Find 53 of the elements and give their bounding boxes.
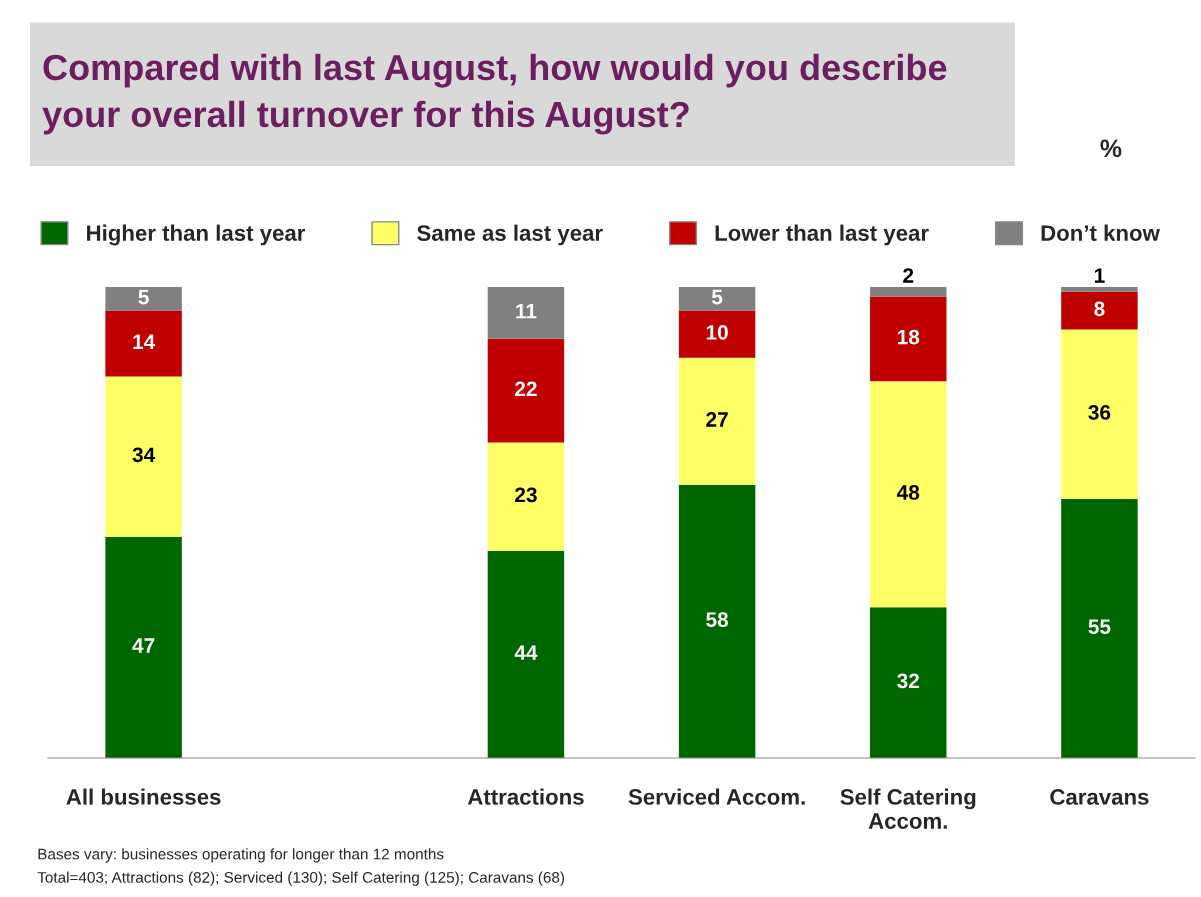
bar — [870, 287, 947, 297]
legend-label: Lower than last year — [715, 224, 929, 246]
bar — [1061, 498, 1138, 758]
legend-label: Don’t know — [1041, 224, 1160, 241]
x-tick-label: All businesses — [66, 788, 221, 805]
data-label: 36 — [1088, 405, 1111, 420]
bar — [678, 310, 756, 358]
data-label: 22 — [515, 381, 537, 397]
bar — [487, 550, 565, 758]
data-label: 11 — [516, 304, 537, 319]
x-tick-label: Serviced Accom. — [628, 788, 805, 805]
data-label: 27 — [706, 412, 728, 427]
data-label: 8 — [1094, 301, 1105, 317]
text: Total=403; Attractions (82); Serviced (130); Self Catering (125); Caravans (68) — [37, 871, 565, 886]
x-tick-label: Attractions — [467, 788, 584, 805]
bar — [1061, 291, 1138, 330]
bar — [487, 442, 565, 551]
data-label: 47 — [132, 638, 155, 653]
bar — [870, 296, 947, 382]
bar — [870, 607, 947, 758]
data-label: 23 — [515, 487, 537, 503]
x-tick-label: Self Catering Accom. — [840, 788, 976, 829]
bar — [678, 484, 756, 758]
data-label: 14 — [133, 334, 156, 349]
data-label: 34 — [132, 447, 156, 463]
data-label: 10 — [706, 324, 728, 340]
bar — [487, 287, 565, 339]
text: % — [1100, 139, 1122, 158]
chart-title: Compared with last August, how would you describe your overall turnover for this August? — [42, 53, 947, 135]
data-label: 1 — [1094, 268, 1105, 283]
data-label: 44 — [514, 645, 538, 660]
data-label: 18 — [897, 329, 920, 345]
data-label: 5 — [711, 289, 723, 305]
text: Bases vary: businesses operating for longer than 12 months — [38, 848, 444, 863]
bar — [1061, 329, 1138, 499]
bar — [105, 310, 182, 377]
bar — [487, 338, 565, 443]
legend-label: Higher than last year — [87, 224, 306, 246]
bar — [1061, 287, 1138, 292]
legend-label: Same as last year — [417, 224, 603, 246]
bar — [678, 357, 756, 485]
data-label: 48 — [896, 485, 920, 500]
bar — [105, 287, 182, 311]
data-label: 32 — [897, 673, 920, 689]
x-tick-label: Caravans — [1050, 789, 1149, 805]
data-label: 2 — [903, 268, 914, 283]
bar — [105, 376, 182, 537]
data-label: 5 — [138, 289, 149, 305]
bar — [678, 287, 756, 311]
bar — [870, 381, 947, 608]
data-label: 55 — [1088, 619, 1111, 635]
bar — [105, 536, 182, 758]
data-label: 58 — [706, 612, 729, 627]
